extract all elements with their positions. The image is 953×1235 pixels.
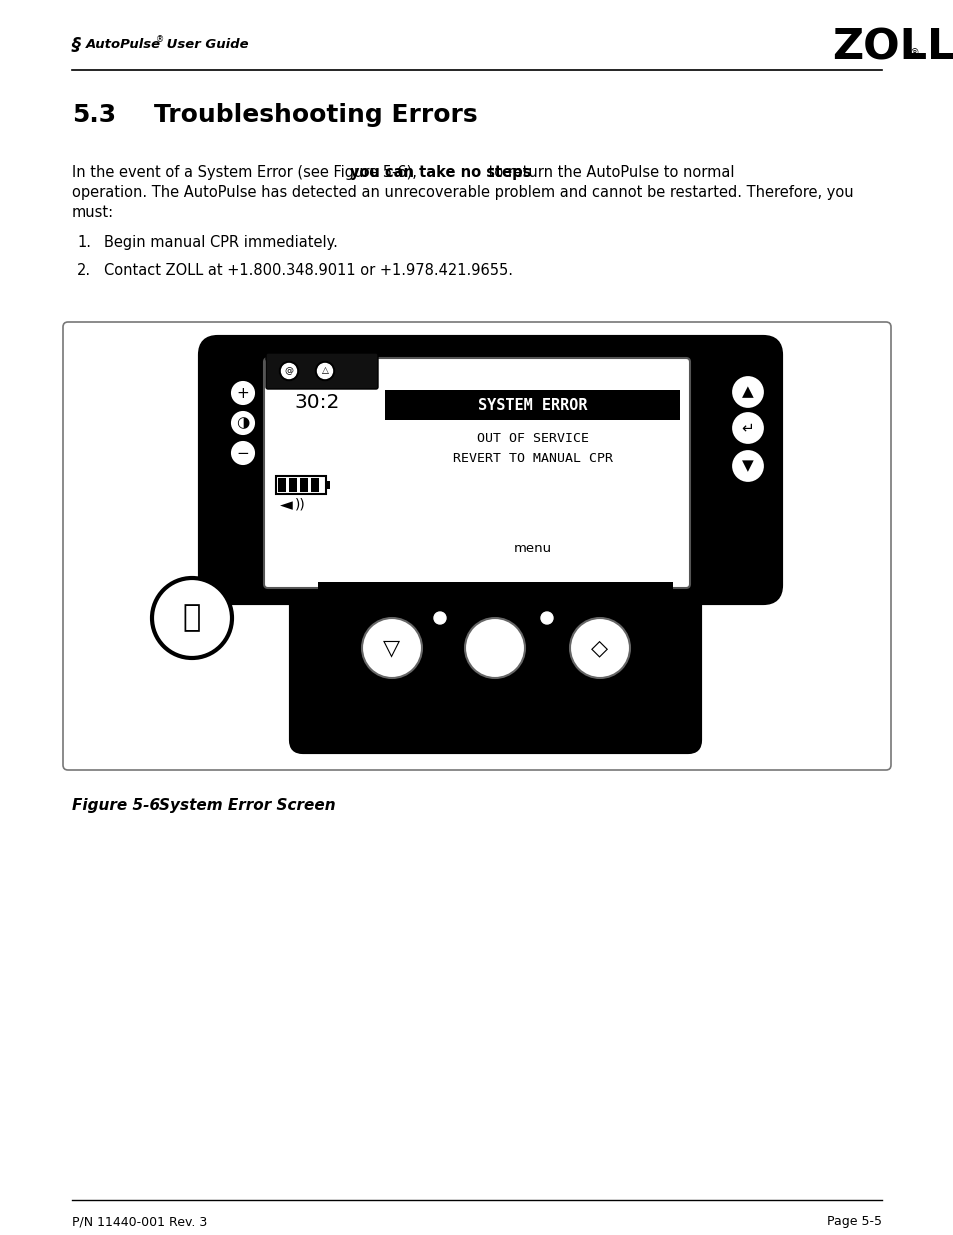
Text: Page 5-5: Page 5-5 [826,1215,882,1229]
Circle shape [232,382,253,404]
Circle shape [733,378,761,406]
Circle shape [152,578,232,658]
Circle shape [354,610,430,685]
Text: )): )) [294,498,305,513]
FancyBboxPatch shape [385,390,679,420]
Text: §: § [71,36,81,54]
FancyBboxPatch shape [299,478,308,492]
Text: △: △ [321,367,328,375]
FancyBboxPatch shape [200,337,781,603]
Text: SYSTEM ERROR: SYSTEM ERROR [477,398,587,412]
Circle shape [540,613,553,624]
FancyBboxPatch shape [266,353,377,389]
Text: OUT OF SERVICE: OUT OF SERVICE [476,431,588,445]
Text: P/N 11440-001 Rev. 3: P/N 11440-001 Rev. 3 [71,1215,207,1229]
Text: ZOLL: ZOLL [831,26,953,68]
Text: ®: ® [156,36,164,44]
Circle shape [569,618,629,678]
Text: 🔇: 🔇 [183,604,201,632]
FancyBboxPatch shape [326,480,330,489]
Text: 5.3: 5.3 [71,103,116,127]
FancyBboxPatch shape [63,322,890,769]
Text: ↵: ↵ [740,420,754,436]
Circle shape [315,362,335,380]
Text: AutoPulse: AutoPulse [86,38,161,52]
Text: 30:2: 30:2 [294,393,339,411]
Circle shape [232,412,253,433]
Text: ▲: ▲ [741,384,753,399]
Text: to return the AutoPulse to normal: to return the AutoPulse to normal [483,165,734,180]
Text: Begin manual CPR immediately.: Begin manual CPR immediately. [104,235,337,249]
Text: System Error Screen: System Error Screen [138,798,335,813]
Text: Figure 5-6: Figure 5-6 [71,798,160,813]
Circle shape [733,452,761,480]
Text: REVERT TO MANUAL CPR: REVERT TO MANUAL CPR [453,452,613,464]
Circle shape [317,363,333,378]
Text: In the event of a System Error (see Figure 5-6),: In the event of a System Error (see Figu… [71,165,421,180]
Circle shape [434,613,446,624]
Text: User Guide: User Guide [162,38,249,52]
Text: ▽: ▽ [383,638,400,658]
Circle shape [281,363,296,378]
Text: −: − [236,446,249,461]
Text: @: @ [284,367,294,375]
FancyBboxPatch shape [317,582,672,600]
Circle shape [279,362,298,380]
Text: Contact ZOLL at +1.800.348.9011 or +1.978.421.9655.: Contact ZOLL at +1.800.348.9011 or +1.97… [104,263,513,278]
Text: must:: must: [71,205,114,220]
Text: ▼: ▼ [741,458,753,473]
Text: 1.: 1. [77,235,91,249]
Text: operation. The AutoPulse has detected an unrecoverable problem and cannot be res: operation. The AutoPulse has detected an… [71,185,853,200]
Text: ®: ® [909,48,919,58]
Text: Troubleshooting Errors: Troubleshooting Errors [153,103,477,127]
Circle shape [232,442,253,464]
Text: ◄: ◄ [280,496,293,514]
Text: +: + [236,385,249,400]
Text: ◇: ◇ [591,638,608,658]
Circle shape [361,618,421,678]
FancyBboxPatch shape [277,478,286,492]
FancyBboxPatch shape [275,475,326,494]
Circle shape [464,618,524,678]
FancyBboxPatch shape [311,478,318,492]
FancyBboxPatch shape [291,573,700,752]
FancyBboxPatch shape [289,478,296,492]
Circle shape [456,610,533,685]
Text: menu: menu [514,541,552,555]
Circle shape [733,414,761,442]
FancyBboxPatch shape [264,358,689,588]
Text: you can take no steps: you can take no steps [350,165,531,180]
Text: 2.: 2. [77,263,91,278]
Text: ◑: ◑ [236,415,250,431]
Circle shape [561,610,638,685]
